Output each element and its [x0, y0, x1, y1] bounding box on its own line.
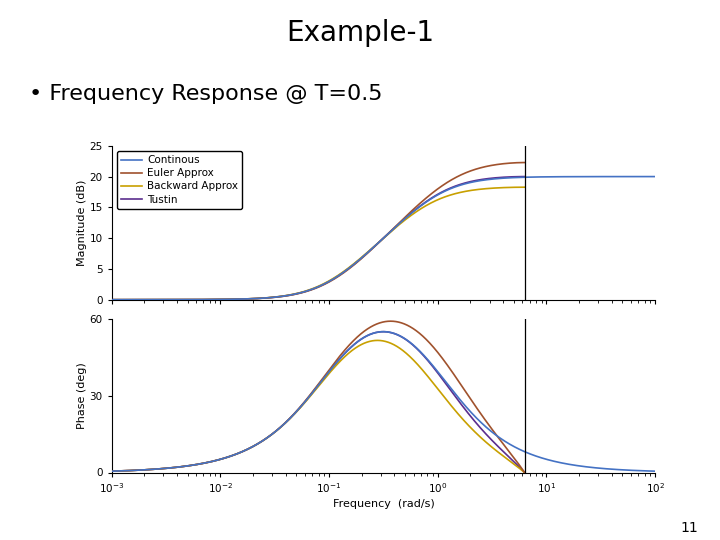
Y-axis label: Magnitude (dB): Magnitude (dB): [76, 180, 86, 266]
Y-axis label: Phase (deg): Phase (deg): [76, 362, 86, 429]
Text: Example-1: Example-1: [286, 19, 434, 47]
Text: 11: 11: [680, 521, 698, 535]
X-axis label: Frequency  (rad/s): Frequency (rad/s): [333, 500, 434, 510]
Text: • Frequency Response @ T=0.5: • Frequency Response @ T=0.5: [29, 84, 382, 104]
Legend: Continous, Euler Approx, Backward Approx, Tustin: Continous, Euler Approx, Backward Approx…: [117, 151, 242, 209]
